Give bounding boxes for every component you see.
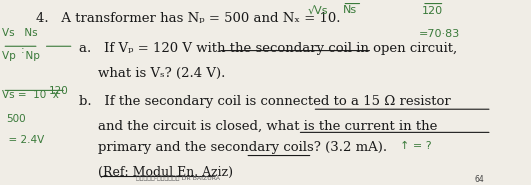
- Text: b.   If the secondary coil is connected to a 15 Ω resistor: b. If the secondary coil is connected to…: [79, 95, 450, 108]
- Text: :: :: [20, 45, 24, 55]
- Text: ↑ = ?: ↑ = ?: [400, 141, 431, 151]
- Text: √Vs: √Vs: [307, 6, 328, 16]
- Text: 120: 120: [49, 86, 68, 96]
- Text: 500: 500: [6, 114, 26, 124]
- Text: what is Vₛ? (2.4 V).: what is Vₛ? (2.4 V).: [98, 67, 226, 80]
- Text: primary and the secondary coils? (3.2 mA).: primary and the secondary coils? (3.2 mA…: [98, 141, 388, 154]
- Text: 64: 64: [474, 175, 484, 184]
- Text: Ns: Ns: [342, 5, 356, 15]
- Text: Vp   Np: Vp Np: [2, 51, 40, 61]
- Text: Vs   Ns: Vs Ns: [2, 28, 38, 38]
- Text: 120: 120: [422, 6, 443, 16]
- Text: =70·83: =70·83: [418, 29, 460, 39]
- Text: and the circuit is closed, what is the current in the: and the circuit is closed, what is the c…: [98, 119, 438, 132]
- Text: (Ref: Modul En. Aziz): (Ref: Modul En. Aziz): [98, 166, 234, 179]
- Text: Vs =  10  x: Vs = 10 x: [2, 90, 59, 100]
- Text: アルバイジ-アシォルティ DR BAIZURA: アルバイジ-アシォルティ DR BAIZURA: [136, 175, 220, 181]
- Text: = 2.4V: = 2.4V: [2, 135, 45, 145]
- Text: a.   If Vₚ = 120 V with the secondary coil in open circuit,: a. If Vₚ = 120 V with the secondary coil…: [79, 42, 457, 55]
- Text: 4.   A transformer has Nₚ = 500 and Nₓ = 10.: 4. A transformer has Nₚ = 500 and Nₓ = 1…: [36, 11, 341, 25]
